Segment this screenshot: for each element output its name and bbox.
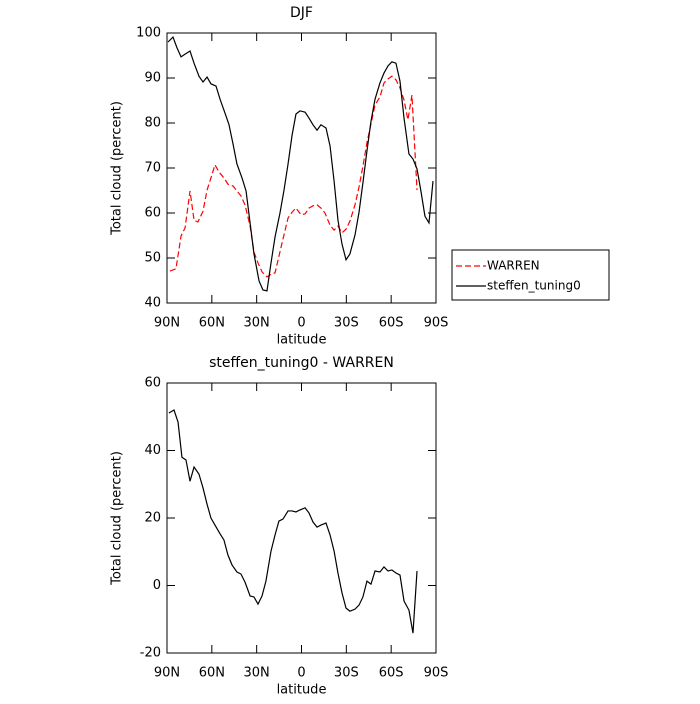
x-tick-label: 30S	[334, 316, 359, 331]
plot-frame	[166, 382, 437, 654]
x-tick-label: 90S	[424, 666, 449, 681]
legend-label: steffen_tuning0	[487, 279, 581, 293]
x-tick-label: 0	[297, 666, 305, 681]
chart-title: DJF	[290, 5, 313, 21]
x-tick-label: 60N	[199, 316, 225, 331]
chart-title: steffen_tuning0 - WARREN	[209, 355, 394, 371]
x-tick-label: 0	[297, 316, 305, 331]
plot-frame	[166, 32, 437, 304]
x-axis-label: latitude	[277, 333, 327, 348]
y-tick-label: 50	[144, 251, 161, 266]
y-tick-label: 60	[144, 376, 161, 391]
y-tick-label: -20	[140, 646, 161, 661]
y-tick-label: 80	[144, 116, 161, 131]
legend-box	[451, 249, 610, 301]
x-tick-label: 60S	[379, 666, 404, 681]
x-tick-label: 30N	[244, 666, 270, 681]
x-axis-label: latitude	[277, 683, 327, 698]
y-tick-label: 40	[144, 443, 161, 458]
x-tick-label: 30S	[334, 666, 359, 681]
y-tick-label: 70	[144, 161, 161, 176]
y-tick-label: 100	[136, 26, 161, 41]
legend-label: WARREN	[487, 259, 540, 273]
y-tick-label: 60	[144, 206, 161, 221]
y-tick-label: 20	[144, 511, 161, 526]
x-tick-label: 60N	[199, 666, 225, 681]
data-line	[169, 75, 418, 278]
x-tick-label: 90N	[154, 666, 180, 681]
x-tick-label: 30N	[244, 316, 270, 331]
x-tick-label: 60S	[379, 316, 404, 331]
x-tick-label: 90N	[154, 316, 180, 331]
y-tick-label: 40	[144, 296, 161, 311]
y-tick-label: 90	[144, 71, 161, 86]
x-tick-label: 90S	[424, 316, 449, 331]
data-line	[168, 409, 418, 634]
y-tick-label: 0	[153, 578, 161, 593]
data-line	[167, 35, 434, 292]
y-axis-label: Total cloud (percent)	[110, 101, 125, 236]
y-axis-label: Total cloud (percent)	[110, 451, 125, 586]
